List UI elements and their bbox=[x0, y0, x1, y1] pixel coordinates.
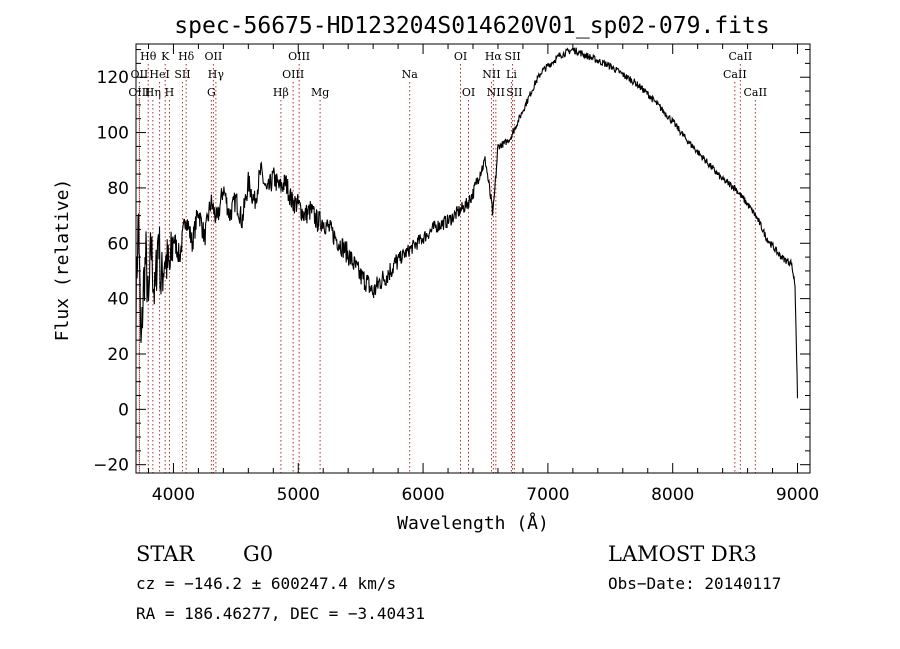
y-tick-label: −20 bbox=[93, 456, 129, 476]
line-label: NII bbox=[487, 86, 505, 99]
spectrum-series-line bbox=[135, 47, 799, 399]
observation-date: Obs−Date: 20140117 bbox=[608, 574, 781, 593]
x-tick-label: 5000 bbox=[277, 485, 320, 505]
y-tick-label: 60 bbox=[107, 234, 129, 254]
x-axis-ticks: 4000 5000 6000 7000 8000 9000 bbox=[147, 44, 819, 505]
line-label: OIII bbox=[128, 86, 150, 99]
line-label: Hβ bbox=[273, 86, 289, 99]
x-tick-label: 4000 bbox=[152, 485, 195, 505]
line-label: G bbox=[207, 86, 216, 99]
x-tick-label: 7000 bbox=[526, 485, 569, 505]
chart-title: spec-56675-HD123204S014620V01_sp02-079.f… bbox=[174, 13, 769, 39]
line-label: H bbox=[165, 86, 175, 99]
plot-frame bbox=[135, 43, 811, 474]
x-tick-label: 6000 bbox=[401, 485, 444, 505]
line-label: OI bbox=[462, 86, 475, 99]
y-tick-label: 80 bbox=[107, 179, 129, 199]
line-label: OII bbox=[131, 68, 149, 81]
line-label: Hη bbox=[145, 86, 161, 99]
x-axis-label: Wavelength (Å) bbox=[397, 512, 549, 534]
line-label: Na bbox=[402, 68, 419, 81]
line-label: CaII bbox=[729, 50, 753, 63]
y-tick-label: 40 bbox=[107, 290, 129, 310]
redshift-velocity: cz = −146.2 ± 600247.4 km/s bbox=[136, 574, 396, 593]
line-label: Mg bbox=[311, 86, 329, 99]
survey-name: LAMOST DR3 bbox=[608, 542, 757, 566]
x-tick-label: 8000 bbox=[651, 485, 694, 505]
y-axis-ticks: −20 0 20 40 60 80 100 120 bbox=[93, 49, 810, 476]
line-label: CaII bbox=[743, 86, 767, 99]
y-tick-label: 120 bbox=[97, 68, 129, 88]
y-axis-label: Flux (relative) bbox=[52, 179, 73, 342]
line-label: OI bbox=[454, 50, 467, 63]
coordinates: RA = 186.46277, DEC = −3.40431 bbox=[136, 604, 425, 623]
subclass: G0 bbox=[243, 542, 273, 566]
line-label: NII bbox=[482, 68, 500, 81]
y-tick-label: 100 bbox=[97, 124, 129, 144]
line-label: Hθ bbox=[140, 50, 157, 63]
x-tick-label: 9000 bbox=[776, 485, 819, 505]
line-label: Hα bbox=[485, 50, 503, 63]
line-label: OII bbox=[205, 50, 223, 63]
emission-line-markers bbox=[138, 64, 756, 473]
line-label: Hγ bbox=[208, 68, 225, 81]
line-label: CaII bbox=[723, 68, 747, 81]
line-label: Hδ bbox=[178, 50, 195, 63]
y-tick-label: 20 bbox=[107, 345, 129, 365]
object-type: STAR bbox=[136, 542, 195, 566]
line-label: OIII bbox=[288, 50, 310, 63]
line-label: SII bbox=[506, 86, 522, 99]
line-label: Li bbox=[506, 68, 517, 81]
line-label: SII bbox=[504, 50, 520, 63]
line-label: HeI bbox=[149, 68, 169, 81]
y-tick-label: 0 bbox=[118, 400, 129, 420]
line-label: K bbox=[161, 50, 170, 63]
line-label: OIII bbox=[282, 68, 304, 81]
line-label: SII bbox=[174, 68, 190, 81]
